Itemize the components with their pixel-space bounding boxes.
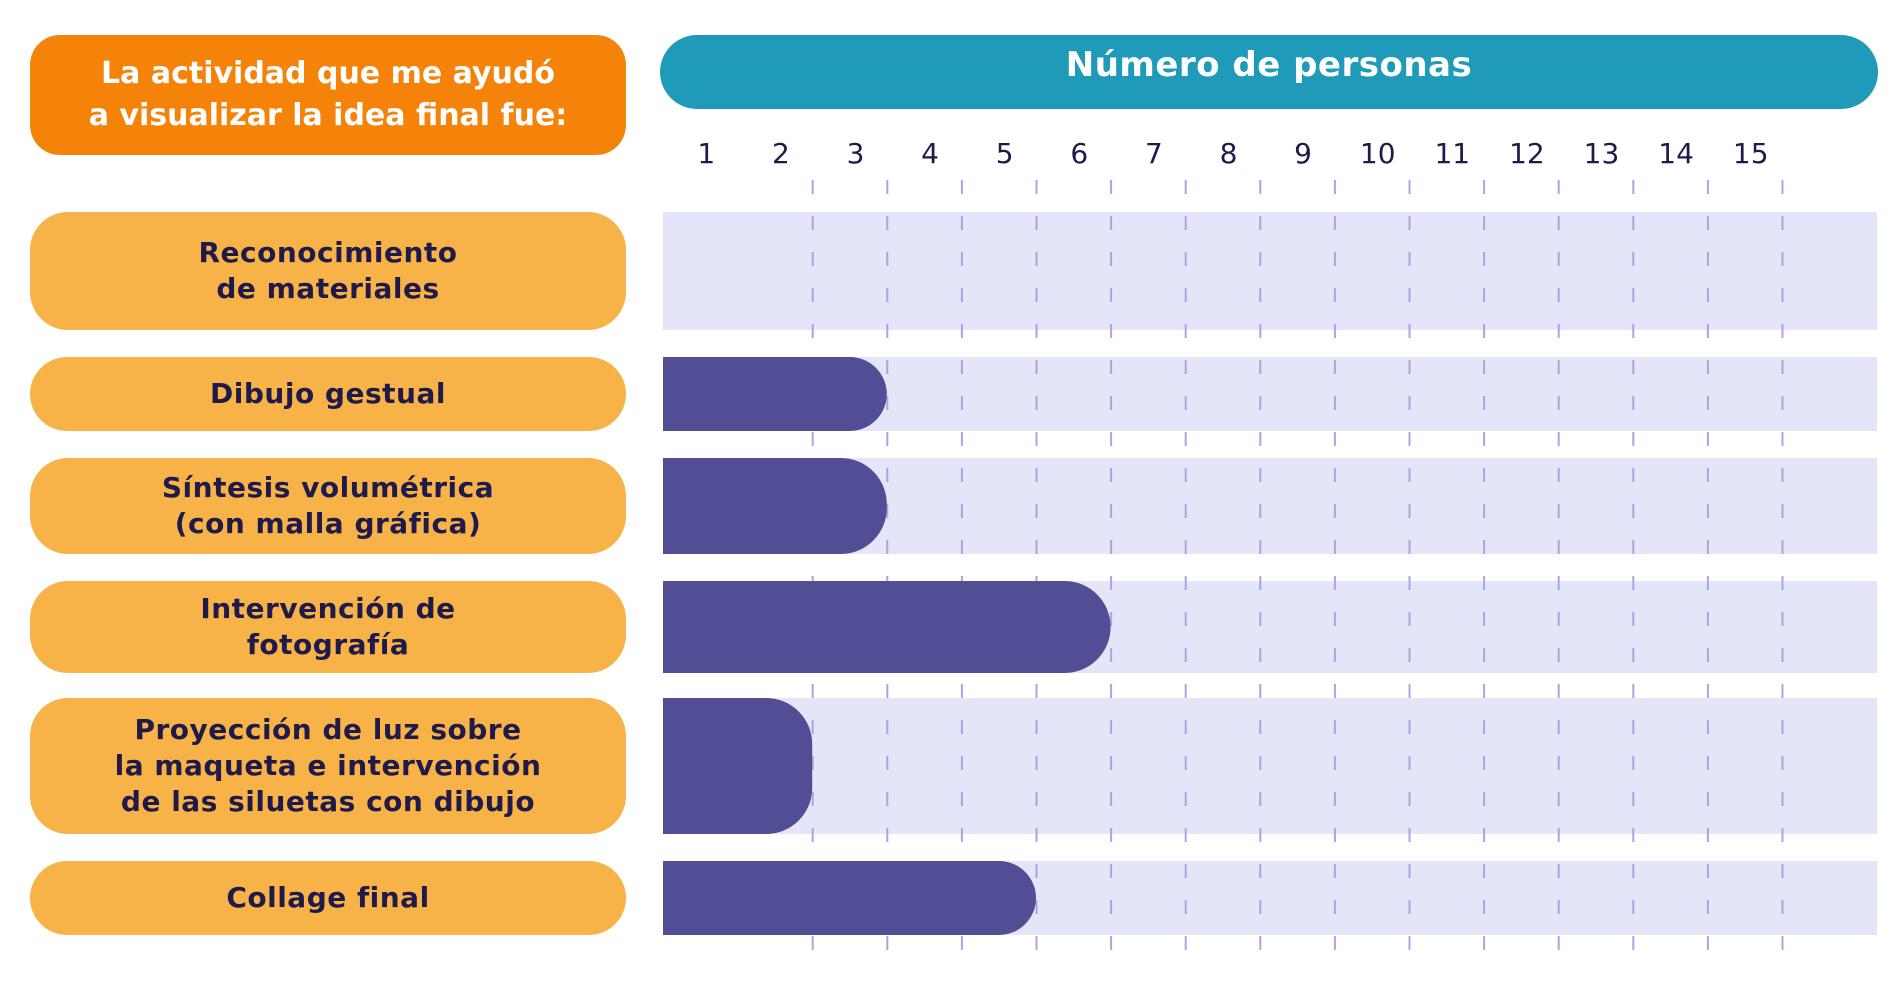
x-tick-label: 15: [1733, 137, 1769, 170]
x-tick-label: 8: [1220, 137, 1238, 170]
x-tick-label: 11: [1434, 137, 1470, 170]
bar: [663, 861, 1036, 935]
x-tick-label: 1: [697, 137, 715, 170]
x-tick-label: 7: [1145, 137, 1163, 170]
category-label: Reconocimiento de materiales: [30, 212, 626, 330]
category-label: Dibujo gestual: [30, 357, 626, 431]
chart-title: La actividad que me ayudó a visualizar l…: [30, 35, 626, 155]
x-tick-label: 2: [772, 137, 790, 170]
bar: [663, 458, 887, 554]
category-label-text: Dibujo gestual: [210, 377, 446, 410]
chart-title-text: La actividad que me ayudó a visualizar l…: [88, 56, 568, 133]
x-tick-labels: 1 2 3 4 5 6 7 8 9 10 11 12 13 14 15: [697, 137, 1768, 170]
category-label-text: Reconocimiento de materiales: [198, 236, 458, 305]
category-label-text: Intervención de fotografía: [200, 592, 456, 661]
x-tick-label: 10: [1360, 137, 1396, 170]
bar: [663, 698, 813, 834]
bar-tracks: [663, 212, 1877, 935]
category-label: Proyección de luz sobre la maqueta e int…: [30, 698, 626, 834]
x-tick-label: 14: [1658, 137, 1694, 170]
x-tick-label: 3: [847, 137, 865, 170]
x-tick-label: 6: [1070, 137, 1088, 170]
x-axis-header: Número de personas: [660, 35, 1878, 109]
bar: [663, 581, 1111, 673]
x-tick-label: 5: [996, 137, 1014, 170]
x-tick-label: 4: [921, 137, 939, 170]
category-label: Collage final: [30, 861, 626, 935]
category-label: Síntesis volumétrica (con malla gráfica): [30, 458, 626, 554]
bar: [663, 357, 887, 431]
gridlines: [811, 180, 1784, 970]
x-tick-label: 9: [1294, 137, 1312, 170]
category-label-text: Collage final: [226, 881, 430, 914]
x-axis-label: Número de personas: [1065, 45, 1473, 85]
bar-track: [663, 698, 1877, 834]
x-tick-label: 12: [1509, 137, 1545, 170]
bar-track: [663, 212, 1877, 330]
category-label: Intervención de fotografía: [30, 581, 626, 673]
category-label-text: Proyección de luz sobre la maqueta e int…: [114, 713, 542, 818]
x-tick-label: 13: [1584, 137, 1620, 170]
bars: [663, 357, 1111, 935]
category-label-text: Síntesis volumétrica (con malla gráfica): [161, 471, 495, 540]
